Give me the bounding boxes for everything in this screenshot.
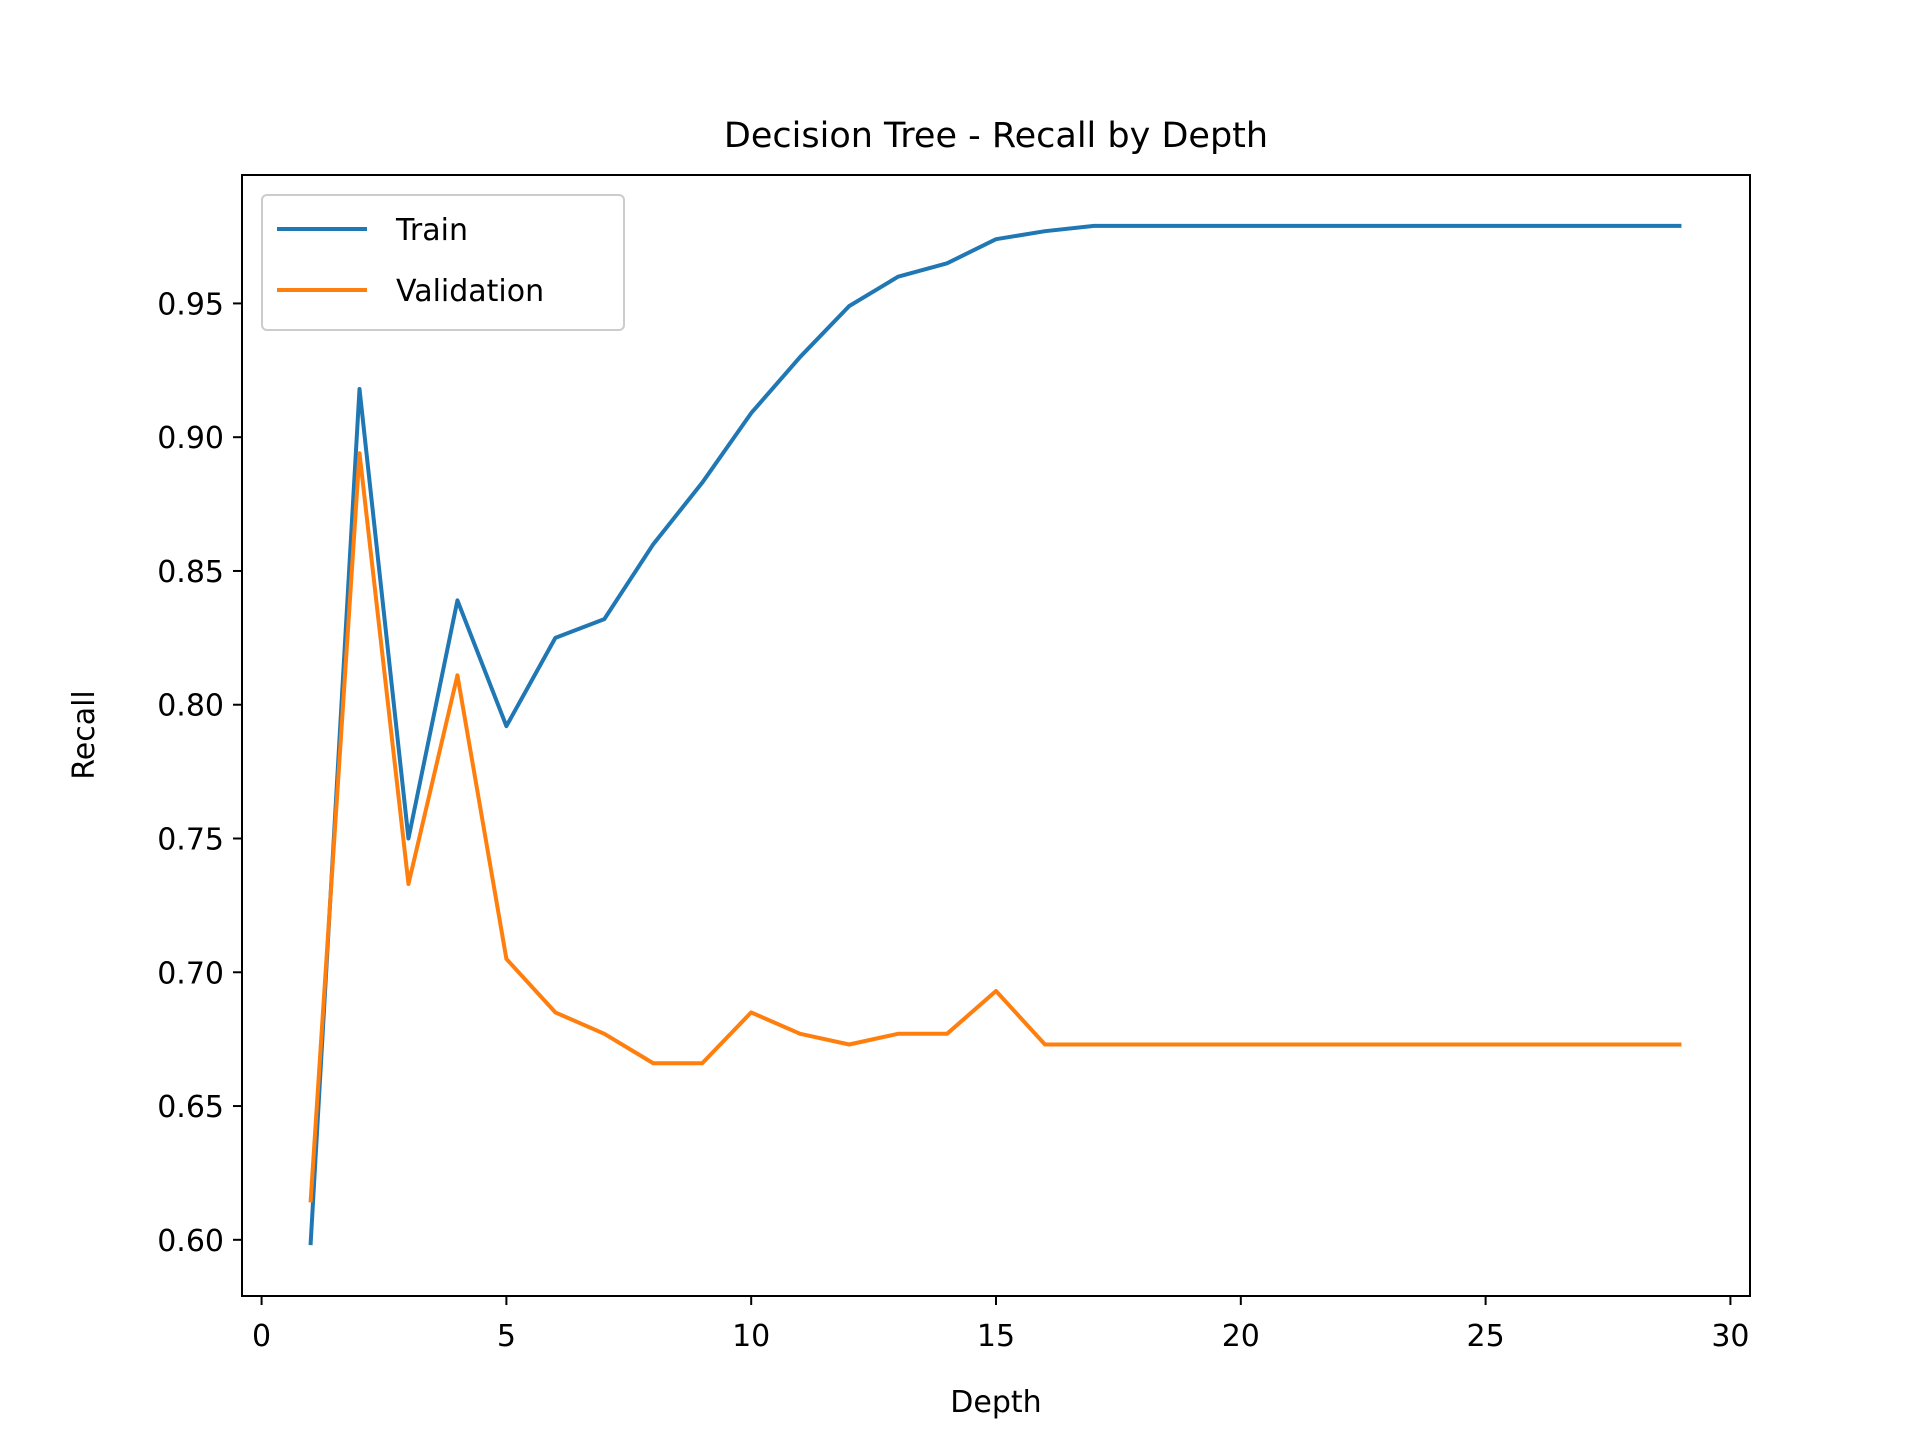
legend: Train Validation <box>262 195 624 330</box>
x-tick-label: 20 <box>1222 1319 1260 1354</box>
y-tick-label: 0.65 <box>157 1090 224 1125</box>
x-tick-label: 0 <box>252 1319 271 1354</box>
legend-label-validation: Validation <box>396 274 544 309</box>
y-tick-label: 0.80 <box>157 689 224 724</box>
x-tick-label: 25 <box>1467 1319 1505 1354</box>
y-tick-label: 0.95 <box>157 287 224 322</box>
x-axis-label: Depth <box>950 1385 1041 1420</box>
x-tick-label: 5 <box>497 1319 516 1354</box>
y-tick-label: 0.90 <box>157 421 224 456</box>
y-tick-label: 0.85 <box>157 555 224 590</box>
y-tick-label: 0.70 <box>157 956 224 991</box>
chart-title: Decision Tree - Recall by Depth <box>724 116 1268 156</box>
y-tick-label: 0.60 <box>157 1224 224 1259</box>
x-tick-label: 30 <box>1711 1319 1749 1354</box>
x-tick-label: 10 <box>732 1319 770 1354</box>
x-tick-label: 15 <box>977 1319 1015 1354</box>
y-tick-label: 0.75 <box>157 823 224 858</box>
y-axis-label: Recall <box>67 690 102 780</box>
legend-label-train: Train <box>395 213 468 248</box>
